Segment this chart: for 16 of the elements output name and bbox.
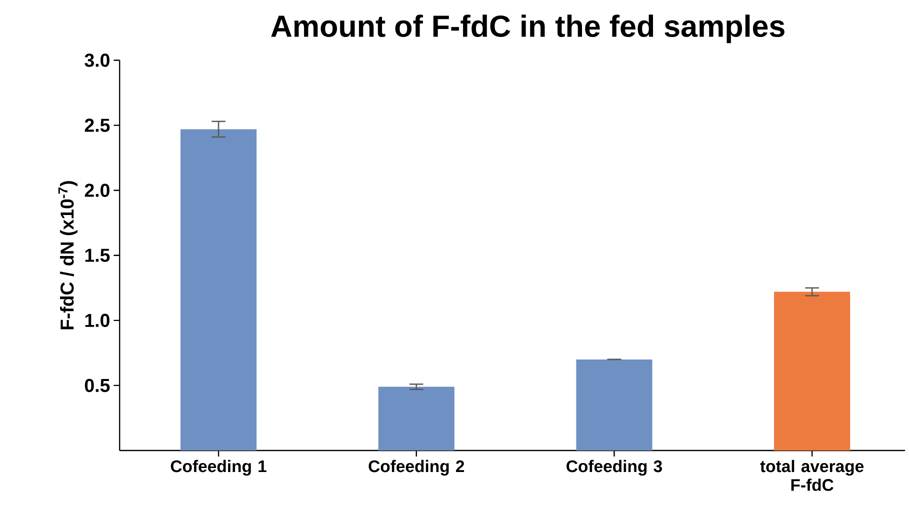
chart-title: Amount of F-fdC in the fed samples — [271, 14, 784, 44]
x-tick-label: Cofeeding 3 — [566, 460, 662, 476]
x-tick-label: Cofeeding 2 — [368, 460, 464, 476]
bar — [576, 360, 652, 451]
y-axis-title: F-fdC / dN (x10$^{-7}$) — [58, 181, 78, 330]
y-tick-label: 1.0 — [85, 314, 110, 328]
bar — [180, 129, 257, 451]
x-tick-label: total average F-fdC — [760, 460, 864, 492]
y-tick-label: 0.5 — [84, 379, 110, 392]
y-tick-label: 2.5 — [84, 118, 110, 132]
y-tick-label: 3.0 — [84, 54, 110, 68]
bar — [774, 292, 850, 451]
y-tick-label: 1.5 — [85, 249, 110, 262]
bar — [378, 386, 454, 451]
y-tick-label: 2.0 — [84, 184, 110, 198]
x-tick-label: Cofeeding 1 — [170, 460, 266, 476]
